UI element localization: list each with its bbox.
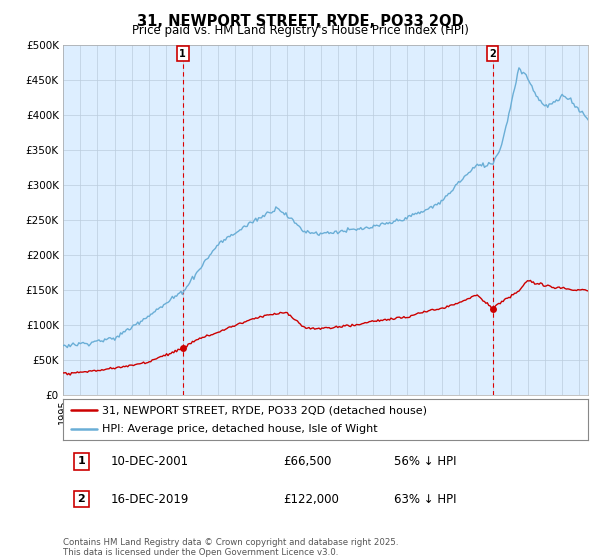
- Text: £66,500: £66,500: [284, 455, 332, 468]
- Text: £122,000: £122,000: [284, 493, 340, 506]
- Text: 16-DEC-2019: 16-DEC-2019: [110, 493, 188, 506]
- Text: 31, NEWPORT STREET, RYDE, PO33 2QD: 31, NEWPORT STREET, RYDE, PO33 2QD: [137, 14, 463, 29]
- Text: Contains HM Land Registry data © Crown copyright and database right 2025.
This d: Contains HM Land Registry data © Crown c…: [63, 538, 398, 557]
- Text: Price paid vs. HM Land Registry's House Price Index (HPI): Price paid vs. HM Land Registry's House …: [131, 24, 469, 37]
- Text: 1: 1: [179, 49, 186, 59]
- Text: 10-DEC-2001: 10-DEC-2001: [110, 455, 188, 468]
- Text: 2: 2: [489, 49, 496, 59]
- Text: HPI: Average price, detached house, Isle of Wight: HPI: Average price, detached house, Isle…: [103, 424, 378, 433]
- Text: 56% ↓ HPI: 56% ↓ HPI: [394, 455, 456, 468]
- Text: 31, NEWPORT STREET, RYDE, PO33 2QD (detached house): 31, NEWPORT STREET, RYDE, PO33 2QD (deta…: [103, 405, 427, 415]
- Text: 1: 1: [77, 456, 85, 466]
- Text: 2: 2: [77, 494, 85, 504]
- Text: 63% ↓ HPI: 63% ↓ HPI: [394, 493, 456, 506]
